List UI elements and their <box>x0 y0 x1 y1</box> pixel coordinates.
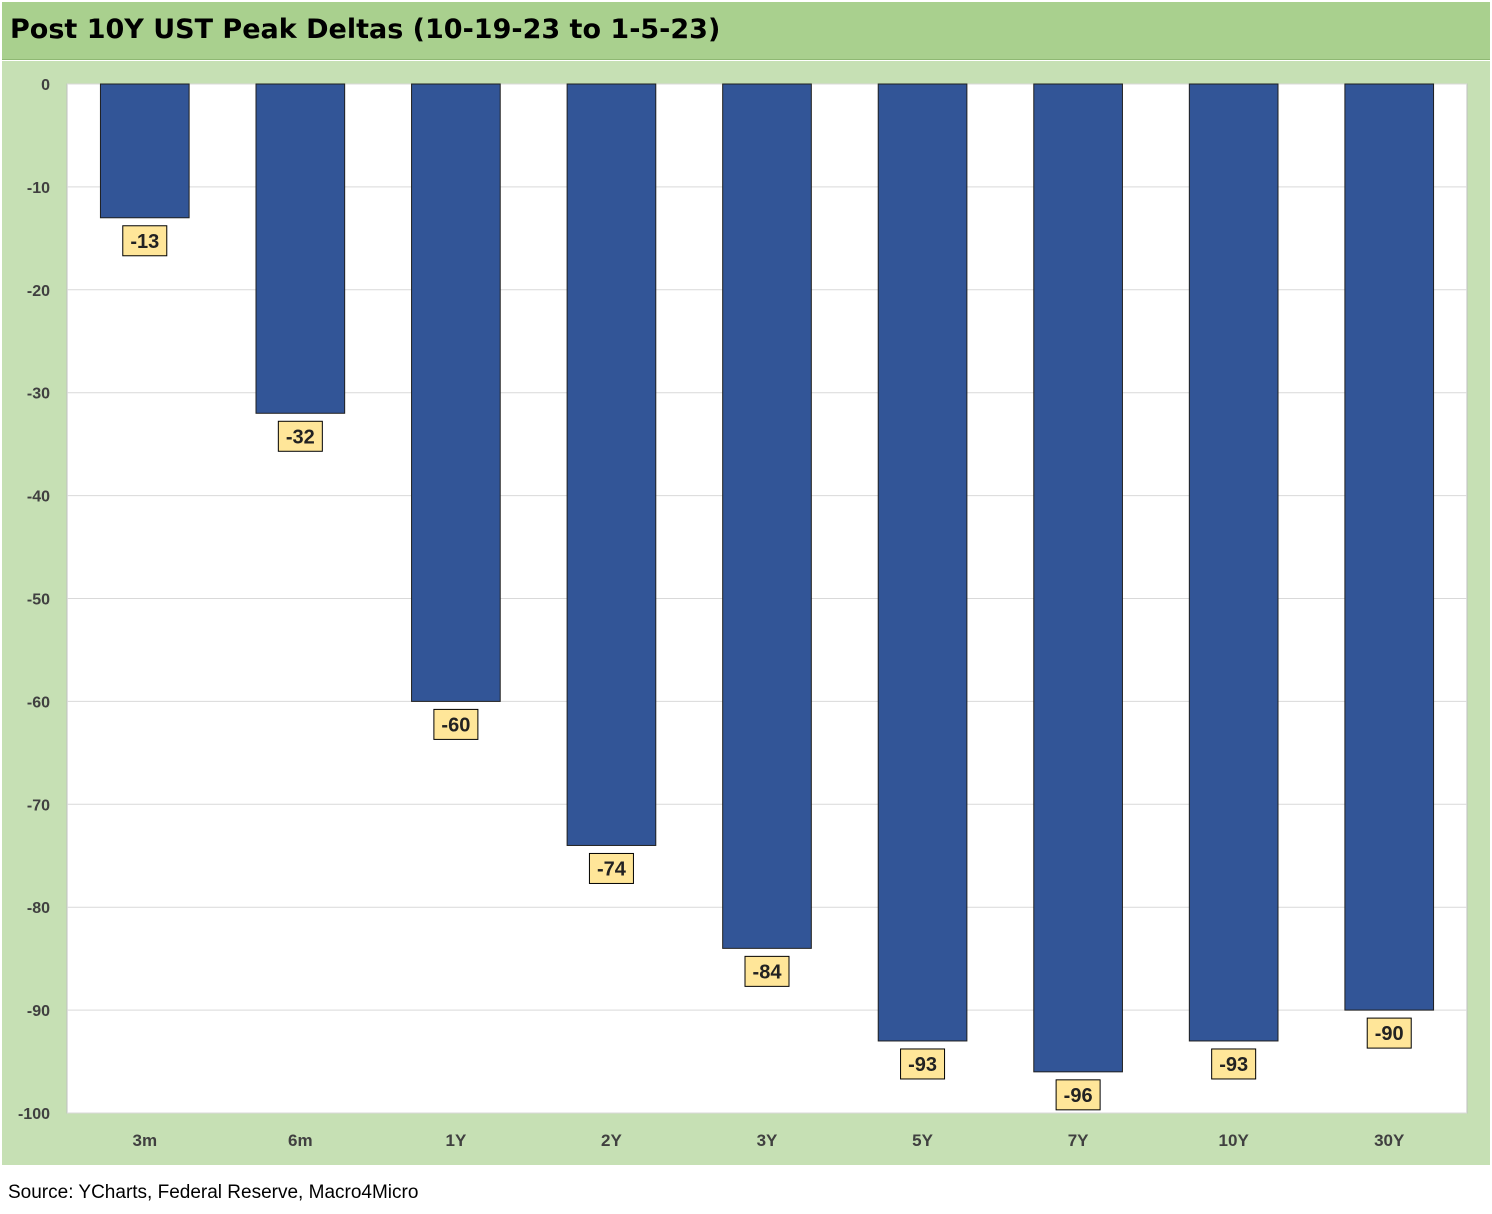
data-label: -13 <box>130 231 159 253</box>
data-label-box <box>1366 1017 1412 1049</box>
x-tick-label: 1Y <box>445 1131 466 1150</box>
data-label-box <box>433 708 479 740</box>
bar <box>877 83 968 1042</box>
x-tick-label: 7Y <box>1068 1131 1089 1150</box>
data-label-box <box>588 852 634 884</box>
y-tick-label: -30 <box>27 386 50 403</box>
data-label-box <box>1055 1079 1101 1111</box>
y-tick-label: -100 <box>18 1106 50 1123</box>
data-label: -74 <box>597 858 627 880</box>
y-tick-label: -20 <box>27 283 50 300</box>
chart-title: Post 10Y UST Peak Deltas (10-19-23 to 1-… <box>10 14 721 45</box>
bar <box>1033 83 1123 1073</box>
footer: Source: YCharts, Federal Reserve, Macro4… <box>2 1166 1490 1212</box>
data-label-box <box>900 1048 946 1080</box>
bar <box>1344 83 1435 1011</box>
y-tick-label: -90 <box>27 1003 50 1020</box>
chart-title-bar: Post 10Y UST Peak Deltas (10-19-23 to 1-… <box>2 2 1490 60</box>
bar <box>99 83 190 219</box>
x-tick-label: 30Y <box>1374 1131 1405 1150</box>
x-tick-label: 2Y <box>601 1131 622 1150</box>
x-tick-label: 3Y <box>757 1131 778 1150</box>
data-label-box <box>744 955 790 987</box>
data-label-box <box>277 420 323 452</box>
y-tick-label: -40 <box>27 489 50 506</box>
bar <box>566 83 657 846</box>
data-label-box <box>1211 1048 1257 1080</box>
source-note: Source: YCharts, Federal Reserve, Macro4… <box>8 1182 419 1203</box>
y-tick-label: -10 <box>27 180 50 197</box>
y-tick-label: -60 <box>27 694 50 711</box>
x-tick-label: 5Y <box>912 1131 933 1150</box>
y-tick-label: -50 <box>27 592 50 609</box>
data-label: -90 <box>1375 1023 1404 1045</box>
bar <box>1188 83 1279 1042</box>
data-label: -84 <box>753 961 783 983</box>
bar <box>411 83 501 702</box>
data-label-box <box>122 225 168 257</box>
y-tick-label: -70 <box>27 797 50 814</box>
data-label: -60 <box>441 714 470 736</box>
x-tick-label: 10Y <box>1219 1131 1250 1150</box>
data-label: -93 <box>908 1054 937 1076</box>
y-tick-label: -80 <box>27 900 50 917</box>
data-label: -93 <box>1219 1054 1248 1076</box>
data-label: -32 <box>286 426 315 448</box>
bar <box>255 83 346 414</box>
bar <box>722 83 812 949</box>
x-tick-label: 6m <box>288 1131 313 1150</box>
data-label: -96 <box>1064 1085 1093 1107</box>
x-tick-label: 3m <box>132 1131 157 1150</box>
y-tick-label: 0 <box>41 77 50 94</box>
